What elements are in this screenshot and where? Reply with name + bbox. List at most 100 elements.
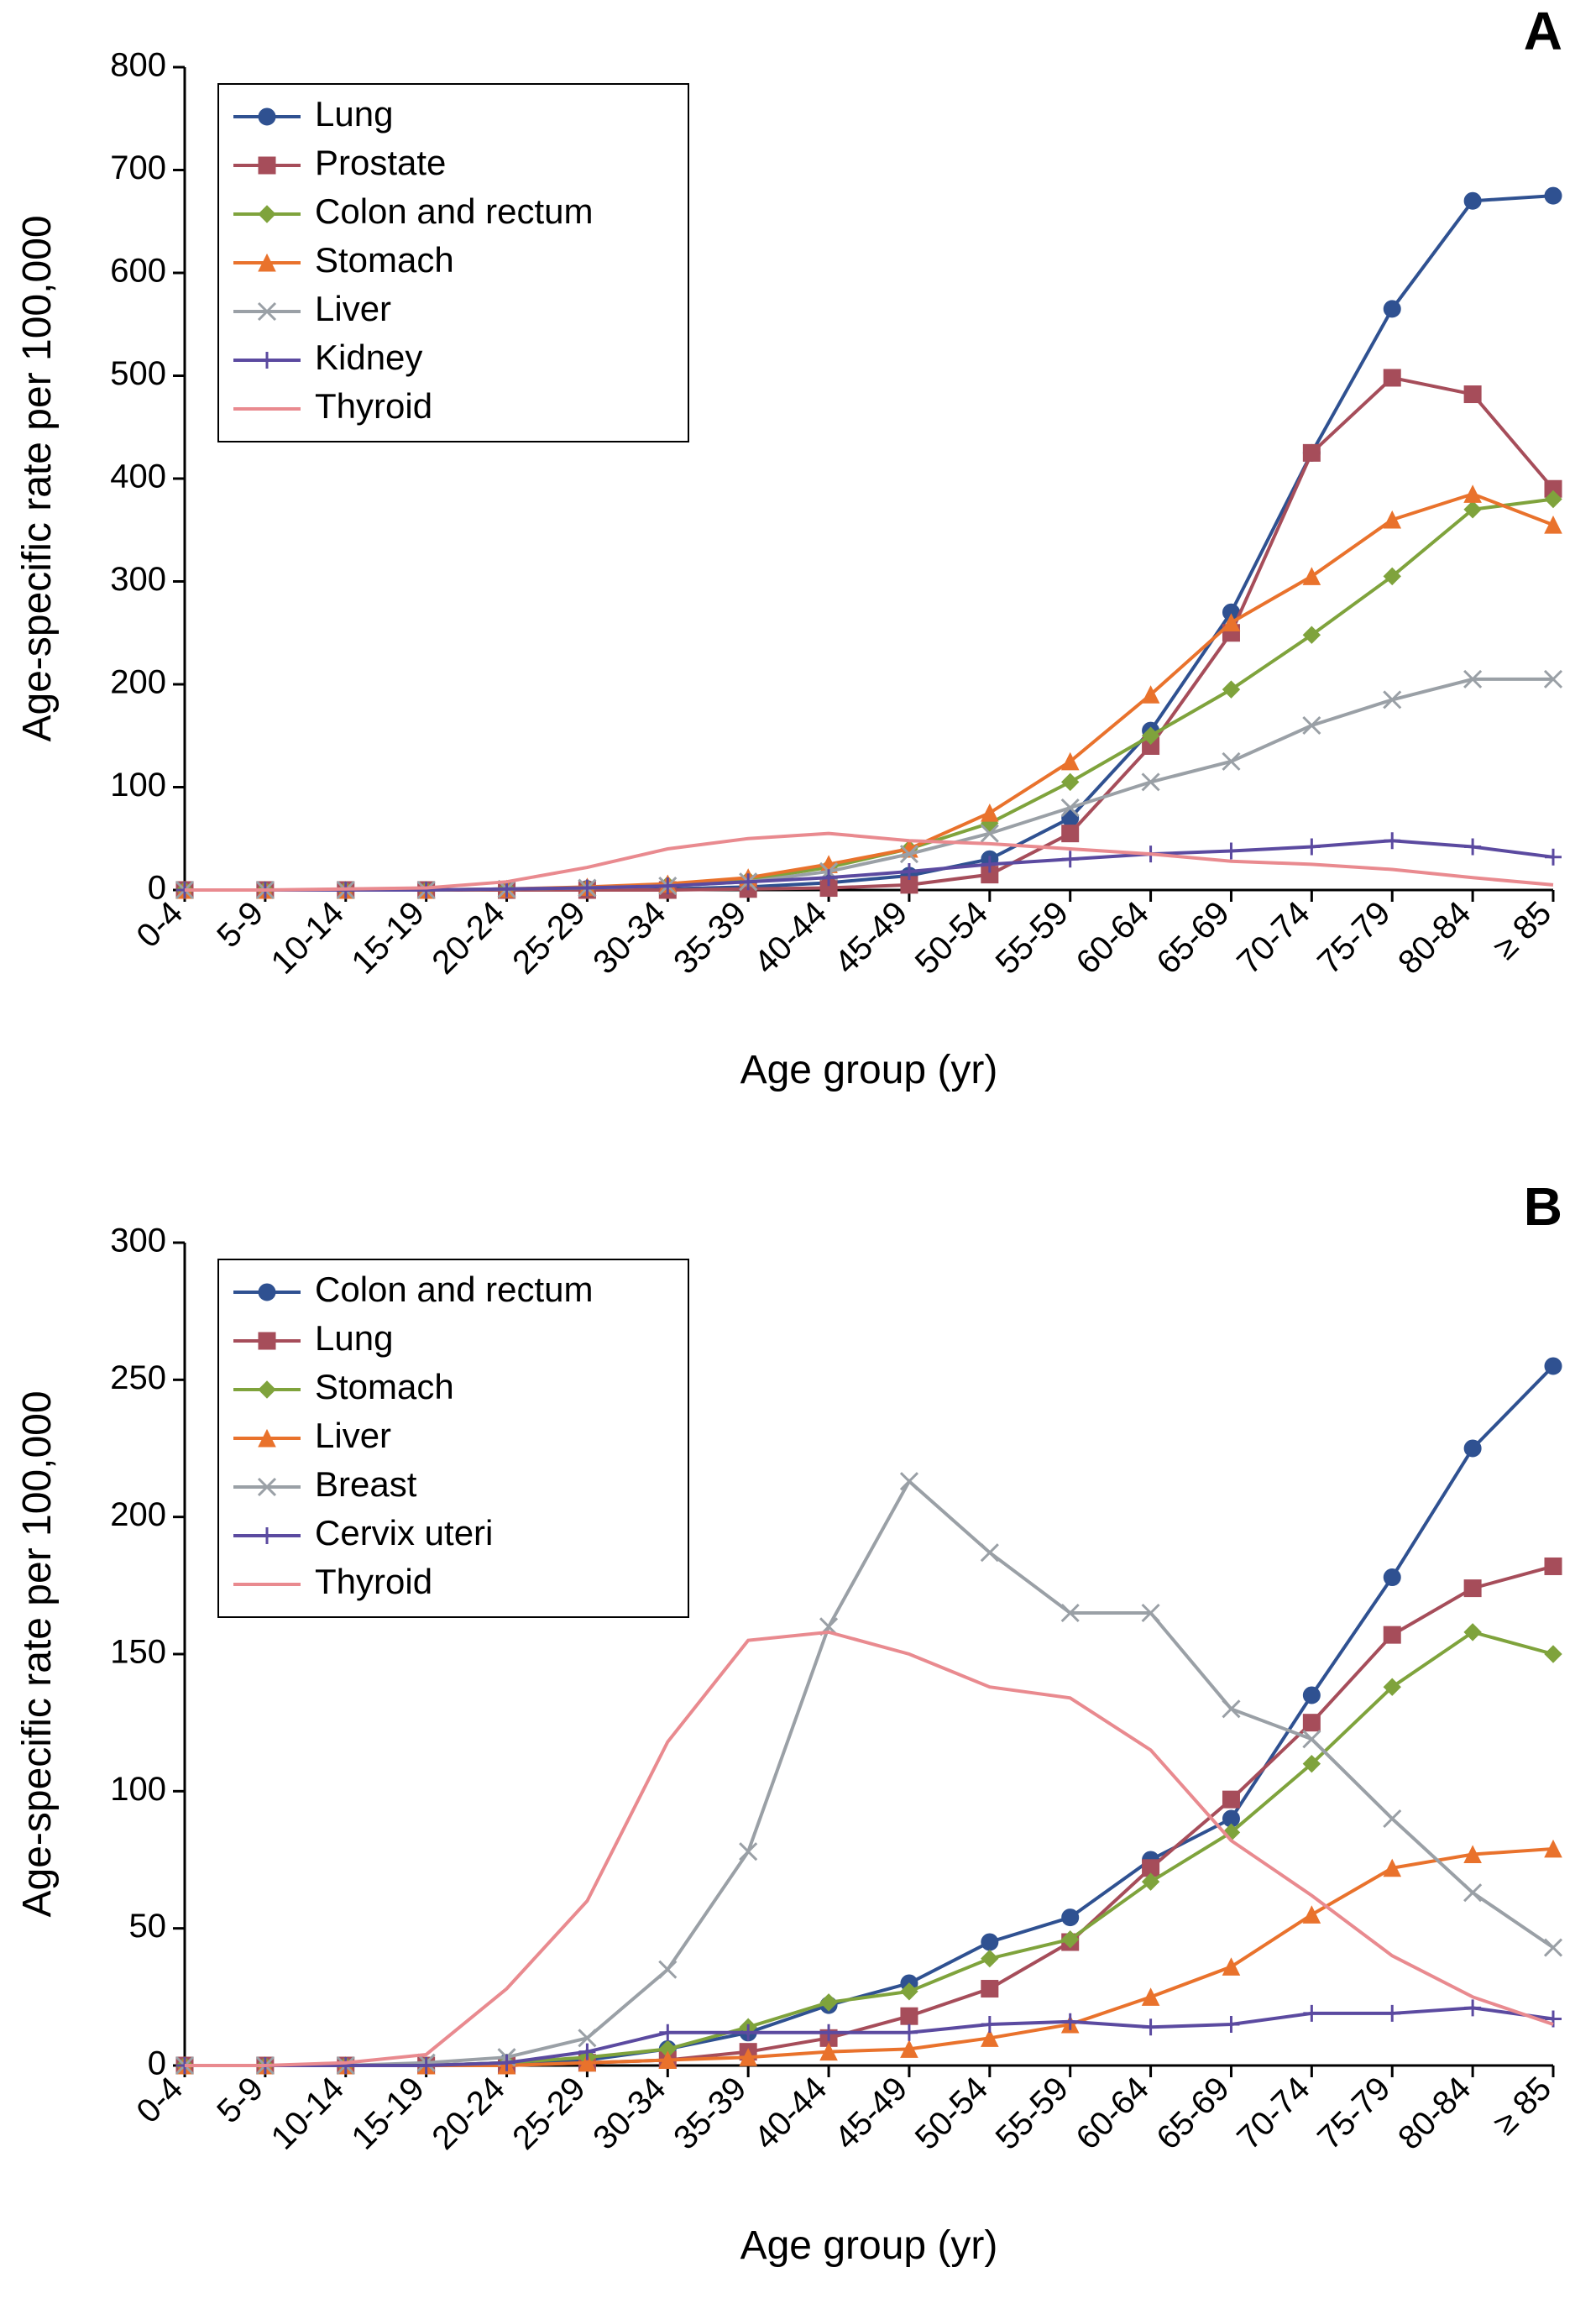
y-tick-label: 600: [110, 253, 166, 290]
legend-label: Liver: [315, 289, 391, 328]
x-tick-label: 30-34: [586, 894, 672, 981]
x-tick-label: 60-64: [1069, 2070, 1155, 2156]
series-line: [185, 378, 1553, 890]
legend-label: Prostate: [315, 143, 446, 182]
x-tick-label: 75-79: [1311, 894, 1397, 981]
marker-circle: [259, 1284, 275, 1301]
marker-plus: [1464, 839, 1481, 856]
y-tick-label: 250: [110, 1359, 166, 1396]
x-tick-label: 5-9: [210, 894, 270, 955]
marker-diamond: [1062, 773, 1079, 790]
legend-label: Colon and rectum: [315, 191, 594, 231]
marker-diamond: [981, 1950, 998, 1967]
x-axis-title: Age group (yr): [740, 1048, 998, 1092]
marker-square: [901, 2008, 918, 2024]
legend-label: Stomach: [315, 240, 454, 280]
marker-square: [1222, 1791, 1239, 1808]
y-tick-label: 800: [110, 47, 166, 84]
x-tick-label: 40-44: [747, 2070, 834, 2156]
x-tick-label: 35-39: [667, 894, 753, 981]
marker-triangle: [1464, 485, 1481, 502]
x-tick-label: ≥ 85: [1486, 894, 1558, 966]
marker-x: [1384, 1810, 1400, 1827]
marker-plus: [1303, 2005, 1320, 2022]
marker-triangle: [981, 804, 998, 821]
marker-x: [981, 1544, 998, 1561]
y-tick-label: 150: [110, 1634, 166, 1671]
panel-b: B 050100150200250300Age-specific rate pe…: [0, 1175, 1596, 2309]
marker-square: [259, 1333, 275, 1349]
marker-square: [981, 1981, 998, 1997]
marker-square: [1464, 1580, 1481, 1597]
x-tick-label: 55-59: [989, 894, 1075, 981]
marker-circle: [1062, 1909, 1079, 1926]
y-tick-label: 100: [110, 767, 166, 804]
y-tick-label: 300: [110, 1223, 166, 1259]
marker-plus: [1545, 2010, 1562, 2027]
x-tick-label: 55-59: [989, 2070, 1075, 2156]
marker-circle: [1384, 301, 1400, 317]
x-tick-label: 10-14: [264, 894, 351, 981]
y-tick-label: 100: [110, 1771, 166, 1808]
marker-plus: [901, 2024, 918, 2041]
marker-plus: [1384, 2005, 1400, 2022]
marker-x: [740, 1843, 756, 1860]
y-tick-label: 200: [110, 1496, 166, 1533]
x-tick-label: 80-84: [1391, 2070, 1478, 2156]
marker-plus: [1222, 842, 1239, 859]
legend-label: Kidney: [315, 338, 422, 377]
x-tick-label: 60-64: [1069, 894, 1155, 981]
marker-plus: [1143, 2018, 1159, 2035]
marker-x: [1545, 1940, 1562, 1956]
marker-circle: [1303, 1687, 1320, 1704]
legend-label: Breast: [315, 1464, 417, 1504]
marker-x: [1464, 1884, 1481, 1901]
x-tick-label: 25-29: [505, 894, 592, 981]
x-tick-label: 50-54: [908, 894, 995, 981]
x-tick-label: 15-19: [345, 2070, 432, 2156]
x-tick-label: 45-49: [828, 2070, 914, 2156]
x-tick-label: 70-74: [1230, 894, 1316, 981]
legend-label: Liver: [315, 1416, 391, 1455]
marker-plus: [1545, 849, 1562, 866]
figure: A 0100200300400500600700800Age-specific …: [0, 0, 1596, 2309]
marker-plus: [1222, 2016, 1239, 2033]
marker-circle: [1545, 187, 1562, 204]
marker-plus: [1062, 851, 1079, 867]
x-tick-label: ≥ 85: [1486, 2070, 1558, 2142]
marker-square: [259, 157, 275, 174]
x-tick-label: 75-79: [1311, 2070, 1397, 2156]
y-tick-label: 400: [110, 458, 166, 495]
x-axis-title: Age group (yr): [740, 2223, 998, 2268]
y-tick-label: 50: [129, 1908, 167, 1945]
y-tick-label: 500: [110, 355, 166, 392]
marker-x: [1303, 1730, 1320, 1747]
x-tick-label: 80-84: [1391, 894, 1478, 981]
y-tick-label: 700: [110, 149, 166, 186]
marker-square: [1545, 1558, 1562, 1574]
x-tick-label: 20-24: [425, 2070, 511, 2156]
marker-circle: [981, 1934, 998, 1950]
series-line: [185, 494, 1553, 890]
marker-plus: [981, 2016, 998, 2033]
x-tick-label: 50-54: [908, 2070, 995, 2156]
x-tick-label: 45-49: [828, 894, 914, 981]
marker-diamond: [1545, 1646, 1562, 1662]
x-tick-label: 20-24: [425, 894, 511, 981]
marker-square: [1384, 1626, 1400, 1643]
marker-circle: [1464, 192, 1481, 209]
marker-square: [1303, 1715, 1320, 1731]
legend-label: Stomach: [315, 1367, 454, 1406]
x-tick-label: 0-4: [129, 2070, 190, 2130]
legend-label: Thyroid: [315, 1562, 432, 1601]
series-line: [185, 1632, 1553, 2066]
panel-a: A 0100200300400500600700800Age-specific …: [0, 0, 1596, 1134]
x-tick-label: 15-19: [345, 894, 432, 981]
y-axis-title: Age-specific rate per 100,000: [15, 215, 60, 741]
marker-circle: [259, 108, 275, 125]
x-tick-label: 65-69: [1149, 2070, 1236, 2156]
marker-plus: [1384, 832, 1400, 849]
legend-label: Thyroid: [315, 386, 432, 426]
x-tick-label: 65-69: [1149, 894, 1236, 981]
marker-circle: [1384, 1569, 1400, 1586]
